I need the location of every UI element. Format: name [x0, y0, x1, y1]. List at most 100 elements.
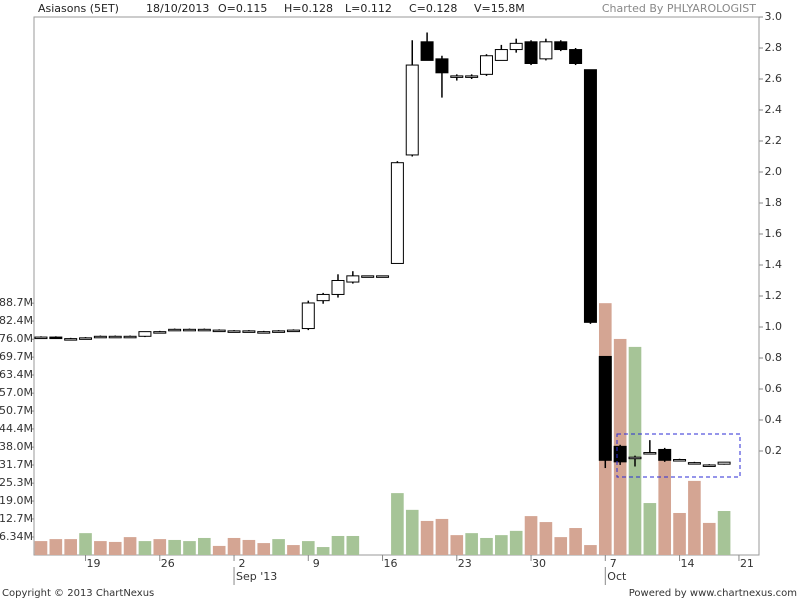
candle-body [138, 331, 152, 337]
volume-bar [658, 459, 672, 555]
volume-bar [198, 537, 211, 555]
candle-body [702, 464, 716, 467]
volume-tick-label: 76.0M [0, 332, 33, 345]
header-low: L=0.112 [345, 2, 392, 15]
candle-body [153, 331, 167, 334]
candle-body [93, 335, 107, 339]
y-tick-label: 0.4 [765, 413, 783, 426]
x-tick-label: 7 [610, 557, 617, 570]
candle-body [539, 41, 553, 60]
y-tick-label: 1.2 [765, 289, 783, 302]
volume-bar [509, 530, 523, 555]
volume-bar [79, 533, 92, 555]
volume-bar [584, 545, 597, 555]
candle-body [212, 329, 226, 333]
candle-body [405, 64, 419, 156]
candle-body [227, 330, 241, 333]
volume-tick-label: 57.0M [0, 386, 33, 399]
y-tick-label: 2.4 [765, 103, 783, 116]
candle-body [390, 162, 404, 264]
candle-body [613, 445, 627, 463]
y-tick-label: 1.6 [765, 227, 783, 240]
candle-body [316, 293, 330, 302]
candle-body [197, 328, 211, 332]
month-label: Oct [607, 570, 627, 583]
candle-body [272, 330, 286, 333]
month-label: Sep '13 [236, 570, 277, 583]
y-tick-label: 2.2 [765, 134, 783, 147]
y-tick-label: 1.0 [765, 320, 783, 333]
candle-body [301, 302, 315, 330]
volume-tick-label: 38.0M [0, 440, 33, 453]
candle-body [628, 456, 642, 460]
candle-body [598, 355, 612, 461]
candle-body [658, 448, 672, 461]
volume-bar [702, 522, 716, 555]
volume-tick-label: 88.7M [0, 296, 33, 309]
candle-body [286, 329, 300, 333]
volume-bar [138, 541, 152, 555]
candle-body [123, 335, 137, 339]
volume-bar [287, 545, 300, 555]
candle-body [49, 336, 63, 340]
candle-body [376, 275, 390, 278]
volume-bar [64, 539, 77, 555]
volume-bar [524, 516, 538, 555]
x-tick-label: 26 [161, 557, 175, 570]
candle-body [108, 335, 122, 339]
volume-bar [301, 541, 315, 555]
candle-body [168, 328, 182, 332]
volume-bar [673, 512, 686, 555]
y-tick-label: 2.6 [765, 72, 783, 85]
header-open: O=0.115 [218, 2, 267, 15]
volume-bar [405, 509, 419, 555]
volume-bar [168, 539, 181, 555]
candle-body [717, 461, 731, 465]
candle-body [346, 275, 360, 283]
volume-bar [94, 541, 107, 555]
footer-right: Powered by www.chartnexus.com [629, 588, 797, 599]
volume-tick-label: 12.7M [0, 512, 33, 525]
volume-tick-label: 25.3M [0, 476, 33, 489]
x-tick-label: 19 [87, 557, 101, 570]
volume-tick-label: 6.34M [0, 530, 33, 543]
volume-tick-label: 19.0M [0, 494, 33, 507]
candle-body [450, 75, 464, 78]
x-tick-label: 16 [384, 557, 398, 570]
candle-body [687, 462, 701, 465]
chart-title: Asiasons (5ET) [38, 2, 119, 15]
volume-bar [495, 535, 508, 555]
candle-body [524, 41, 538, 64]
header-close: C=0.128 [409, 2, 457, 15]
volume-bar [628, 346, 642, 555]
volume-bar [49, 539, 63, 555]
y-tick-label: 0.8 [765, 351, 783, 364]
volume-bar [257, 543, 271, 555]
volume-tick-label: 69.7M [0, 350, 33, 363]
footer-left: Copyright © 2013 ChartNexus [2, 588, 154, 599]
credit: Charted By PHLYAROLOGIST [602, 2, 756, 15]
candle-body [554, 41, 568, 51]
y-tick-label: 2.8 [765, 41, 783, 54]
plot-frame [33, 16, 760, 556]
x-tick-label: 9 [313, 557, 320, 570]
header-volume: V=15.8M [474, 2, 525, 15]
volume-bar [643, 503, 657, 555]
candle-body [583, 69, 597, 323]
candle-body [257, 331, 271, 334]
x-tick-label: 21 [740, 557, 754, 570]
volume-tick-label: 31.7M [0, 458, 33, 471]
volume-bar [153, 539, 167, 555]
volume-bar [717, 510, 731, 555]
volume-bar [183, 541, 196, 555]
volume-bar [212, 545, 226, 555]
y-tick-label: 0.6 [765, 382, 783, 395]
volume-bar [465, 533, 478, 555]
volume-bar [346, 535, 360, 555]
volume-bar [108, 541, 122, 555]
volume-tick-label: 44.4M [0, 422, 33, 435]
candle-body [569, 49, 583, 64]
candle-body [643, 452, 657, 455]
candle-body [64, 338, 78, 341]
